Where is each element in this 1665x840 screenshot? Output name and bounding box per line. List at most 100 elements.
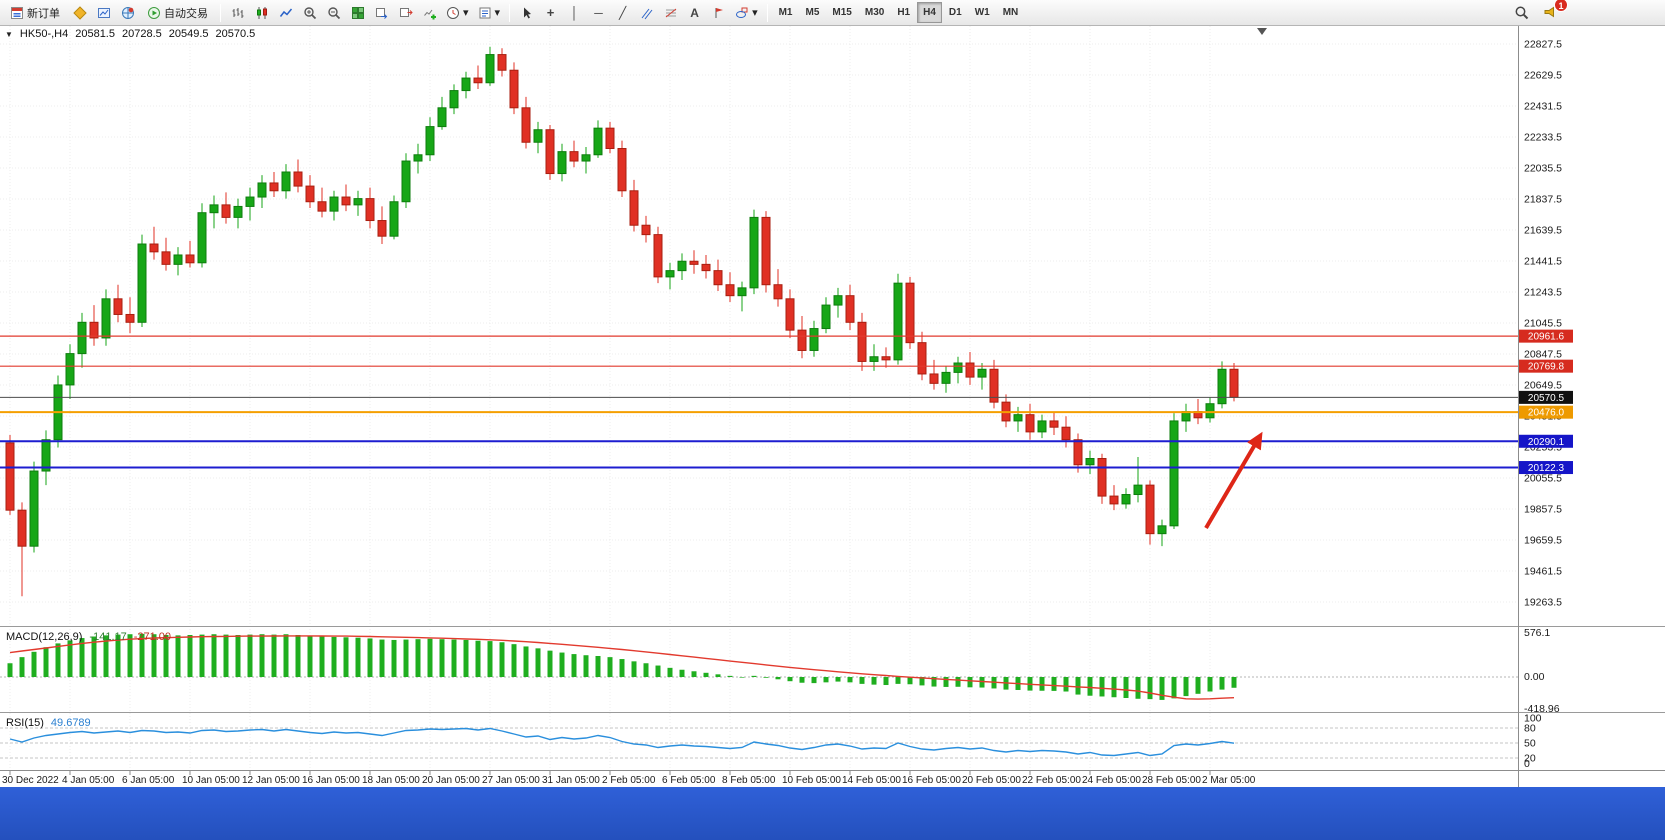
search-icon: [1515, 6, 1529, 20]
taskbar[interactable]: [0, 787, 1665, 840]
timeframe-m5-button[interactable]: M5: [800, 2, 826, 23]
macd-signal-line: [9, 635, 1235, 700]
zoom-out-button[interactable]: [322, 2, 345, 23]
cursor-button[interactable]: [515, 2, 538, 23]
candlestick-chart-icon: [256, 6, 267, 19]
svg-text:20 Jan 05:00: 20 Jan 05:00: [422, 775, 480, 786]
svg-text:0: 0: [1524, 758, 1530, 770]
timeframe-d1-button[interactable]: D1: [943, 2, 968, 23]
chart-shift-marker[interactable]: [1257, 28, 1267, 35]
community-button[interactable]: [116, 2, 139, 23]
svg-text:21639.5: 21639.5: [1524, 225, 1562, 237]
channel-button[interactable]: [635, 2, 658, 23]
autotrading-label: 自动交易: [164, 7, 208, 20]
indicators-button[interactable]: [418, 2, 441, 23]
autotrading-button[interactable]: 自动交易: [140, 2, 215, 23]
chart-shift-button[interactable]: [394, 2, 417, 23]
notification-badge: 1: [1554, 0, 1568, 12]
timeframe-m30-button[interactable]: M30: [859, 2, 890, 23]
svg-text:20649.5: 20649.5: [1524, 380, 1562, 392]
metaeditor-button[interactable]: [68, 2, 91, 23]
chart-canvas[interactable]: 30 Dec 2022 4 Jan 05:00 6 Jan 05:00 10 Jan …: [0, 26, 1665, 787]
toolbar-separator: [766, 3, 768, 22]
candlesticks: [5, 46, 1239, 597]
crosshair-button[interactable]: +: [539, 2, 562, 23]
svg-text:6 Jan 05:00: 6 Jan 05:00: [122, 775, 175, 786]
text-tool-button[interactable]: A: [683, 2, 706, 23]
template-icon: [479, 7, 491, 18]
svg-text:22233.5: 22233.5: [1524, 132, 1562, 144]
price-badge-20769.8: [1519, 359, 1573, 373]
line-chart-button[interactable]: [274, 2, 297, 23]
zoom-in-button[interactable]: [298, 2, 321, 23]
arrow-flag-icon: [715, 7, 723, 18]
chart-area[interactable]: 30 Dec 2022 4 Jan 05:00 6 Jan 05:00 10 Jan …: [0, 26, 1665, 787]
search-button[interactable]: [1510, 2, 1533, 23]
rsi-value: 49.6789: [50, 717, 91, 729]
svg-text:31 Jan 05:00: 31 Jan 05:00: [542, 775, 600, 786]
price-axis[interactable]: 22827.5 22629.5 22431.5 22233.5 22035.5 21837…: [1518, 26, 1574, 787]
new-chart-button[interactable]: [92, 2, 115, 23]
ohlc-high: 20728.5: [121, 28, 162, 40]
megaphone-icon: [1544, 6, 1554, 18]
metaeditor-icon: [72, 5, 87, 20]
svg-text:50: 50: [1524, 738, 1536, 750]
svg-text:22431.5: 22431.5: [1524, 101, 1562, 113]
macd-name: MACD(12,26,9): [6, 631, 83, 643]
auto-scroll-button[interactable]: [370, 2, 393, 23]
bars-chart-button[interactable]: [226, 2, 249, 23]
timeframe-h4-button[interactable]: H4: [917, 2, 942, 23]
svg-text:22035.5: 22035.5: [1524, 163, 1562, 175]
trend-arrow-annotation[interactable]: [1204, 431, 1263, 530]
price-level-lines[interactable]: [0, 335, 1518, 469]
ohlc-header: ▼ HK50-,H4 20581.5 20728.5 20549.5 20570…: [5, 28, 255, 40]
svg-text:12 Jan 05:00: 12 Jan 05:00: [242, 775, 300, 786]
macd-main-value: -141.17: [89, 631, 127, 643]
templates-button[interactable]: ▾: [474, 2, 505, 23]
svg-text:80: 80: [1524, 723, 1536, 735]
svg-text:19461.5: 19461.5: [1524, 566, 1562, 578]
annotations[interactable]: [1204, 28, 1267, 530]
vertical-line-button[interactable]: │: [563, 2, 586, 23]
pane-splitters[interactable]: [0, 626, 1665, 715]
tile-windows-button[interactable]: [346, 2, 369, 23]
add-indicator-icon: [423, 9, 436, 19]
one-click-trading-toggle[interactable]: ▼: [5, 29, 13, 39]
dropdown-caret-icon: ▾: [752, 7, 758, 19]
svg-text:20: 20: [1524, 753, 1536, 765]
timeframe-w1-button[interactable]: W1: [969, 2, 996, 23]
new-order-button[interactable]: 新订单: [3, 2, 67, 23]
svg-text:-418.96: -418.96: [1524, 703, 1560, 715]
timeframe-mn-button[interactable]: MN: [997, 2, 1025, 23]
timeframe-m1-button[interactable]: M1: [773, 2, 799, 23]
svg-text:20 Feb 05:00: 20 Feb 05:00: [962, 775, 1021, 786]
svg-text:21441.5: 21441.5: [1524, 256, 1562, 268]
main-toolbar: 新订单 自动交易 ▾ ▾: [0, 0, 1665, 26]
symbol-period-label: HK50-,H4: [19, 28, 69, 40]
svg-text:16 Feb 05:00: 16 Feb 05:00: [902, 775, 961, 786]
timeframe-h1-button[interactable]: H1: [891, 2, 916, 23]
fibonacci-button[interactable]: [659, 2, 682, 23]
svg-text:20769.8: 20769.8: [1528, 362, 1565, 373]
horizontal-line-button[interactable]: ─: [587, 2, 610, 23]
chart-shift-icon: [399, 7, 413, 17]
price-badge-20122.3: [1519, 461, 1573, 475]
time-axis[interactable]: 30 Dec 2022 4 Jan 05:00 6 Jan 05:00 10 Jan …: [0, 770, 1665, 787]
svg-text:20847.5: 20847.5: [1524, 349, 1562, 361]
notifications-button[interactable]: 1: [1539, 0, 1568, 23]
arrows-button[interactable]: [707, 2, 730, 23]
zoom-out-icon: [327, 6, 340, 19]
periods-button[interactable]: ▾: [442, 2, 473, 23]
svg-text:10 Feb 05:00: 10 Feb 05:00: [782, 775, 841, 786]
fibonacci-icon: [665, 8, 676, 17]
candlestick-chart-button[interactable]: [250, 2, 273, 23]
timeframe-m15-button[interactable]: M15: [826, 2, 857, 23]
svg-text:18 Jan 05:00: 18 Jan 05:00: [362, 775, 420, 786]
rsi-name: RSI(15): [6, 717, 44, 729]
crosshair-icon: +: [546, 5, 555, 20]
price-badge-20961.6: [1519, 329, 1573, 343]
trendline-button[interactable]: ╱: [611, 2, 634, 23]
shapes-button[interactable]: ▾: [731, 2, 762, 23]
vertical-line-icon: │: [570, 5, 579, 20]
shapes-icon: [736, 7, 748, 18]
